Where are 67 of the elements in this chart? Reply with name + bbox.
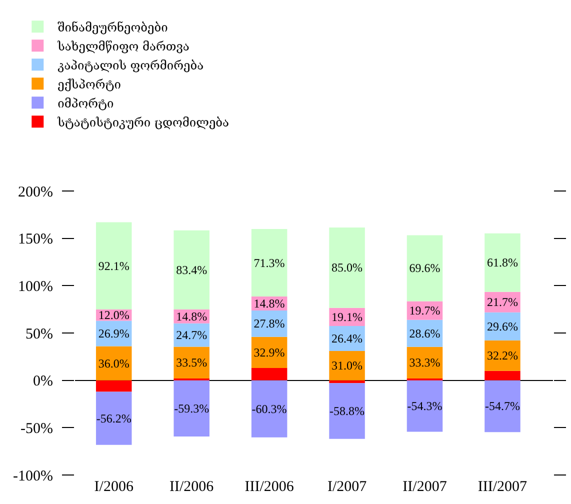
data-label: 26.4% bbox=[332, 331, 363, 346]
bar bbox=[406, 235, 443, 302]
x-tick-label: II/2006 bbox=[170, 479, 214, 495]
x-tick-label: I/2007 bbox=[327, 479, 368, 495]
data-label: 61.8% bbox=[486, 256, 518, 270]
data-label: -58.8% bbox=[330, 404, 365, 418]
bar bbox=[484, 233, 520, 292]
data-label: -59.3% bbox=[174, 401, 210, 416]
x-tick-label: III/2006 bbox=[244, 479, 294, 495]
data-label: 69.6% bbox=[409, 261, 440, 276]
data-label: 36.0% bbox=[98, 356, 130, 370]
data-label: 71.3% bbox=[254, 256, 285, 270]
data-label: 29.6% bbox=[486, 319, 518, 334]
bar bbox=[329, 383, 365, 439]
y-tick-label: 150% bbox=[18, 232, 53, 248]
bar bbox=[329, 350, 365, 380]
y-tick-label: 0% bbox=[33, 374, 53, 390]
data-label: 21.7% bbox=[486, 295, 518, 310]
x-tick-label: III/2007 bbox=[478, 479, 528, 495]
data-label: 83.4% bbox=[176, 262, 208, 277]
legend-label: კაპიტალის ფორმირება bbox=[58, 58, 204, 72]
bar bbox=[484, 370, 520, 380]
y-tick-label: -50% bbox=[20, 420, 53, 437]
data-label: 14.8% bbox=[176, 309, 208, 324]
data-label: -56.2% bbox=[96, 411, 132, 426]
bar bbox=[174, 230, 210, 310]
data-label: 12.0% bbox=[98, 308, 130, 322]
legend-label: სახელმწიფო მართვა bbox=[56, 39, 190, 54]
data-label: 14.8% bbox=[254, 296, 285, 311]
bar bbox=[174, 380, 210, 436]
legend-label: სტატისტიკური ცდომილება bbox=[56, 115, 230, 130]
data-label: 27.8% bbox=[254, 316, 285, 331]
y-tick-label: 50% bbox=[26, 326, 53, 342]
data-label: 33.5% bbox=[176, 356, 208, 370]
bar bbox=[96, 222, 132, 310]
data-label: 19.1% bbox=[332, 310, 363, 324]
legend-label: იმპორტი bbox=[58, 96, 114, 110]
bar bbox=[174, 346, 210, 378]
y-tick-label: -100% bbox=[13, 468, 53, 484]
y-tick-label: 100% bbox=[18, 278, 53, 295]
bar bbox=[484, 340, 520, 371]
x-tick-label: I/2006 bbox=[94, 479, 134, 495]
bar bbox=[96, 380, 132, 392]
y-tick-label: 200% bbox=[18, 184, 53, 200]
x-tick-label: II/2007 bbox=[402, 479, 448, 495]
bar bbox=[251, 229, 288, 297]
bar bbox=[329, 227, 365, 308]
bar bbox=[406, 380, 443, 432]
data-label: 32.2% bbox=[486, 348, 518, 363]
bar bbox=[251, 368, 288, 380]
data-label: 92.1% bbox=[98, 258, 130, 273]
data-label: 19.7% bbox=[409, 304, 440, 318]
data-label: 85.0% bbox=[332, 260, 363, 275]
data-label: 31.0% bbox=[332, 358, 363, 373]
bar bbox=[251, 380, 288, 438]
bar bbox=[484, 380, 520, 432]
legend-label: შინამეურნეობები bbox=[58, 20, 168, 34]
data-label: -54.3% bbox=[407, 399, 442, 414]
data-label: 32.9% bbox=[254, 345, 285, 360]
data-label: -54.7% bbox=[484, 399, 520, 414]
bar bbox=[96, 392, 132, 445]
data-label: 28.6% bbox=[409, 326, 440, 340]
data-label: 26.9% bbox=[98, 326, 130, 341]
legend-label: ექსპორტი bbox=[58, 77, 122, 92]
data-label: -60.3% bbox=[252, 402, 287, 416]
data-label: 24.7% bbox=[176, 328, 208, 342]
data-label: 33.3% bbox=[409, 356, 440, 370]
